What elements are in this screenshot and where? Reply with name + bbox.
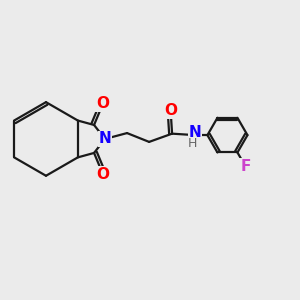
Text: O: O <box>96 96 110 111</box>
Text: N: N <box>99 131 111 146</box>
Text: N: N <box>189 125 201 140</box>
Text: O: O <box>96 167 110 182</box>
Text: H: H <box>188 137 197 150</box>
Text: O: O <box>164 103 177 118</box>
Text: F: F <box>240 159 251 174</box>
